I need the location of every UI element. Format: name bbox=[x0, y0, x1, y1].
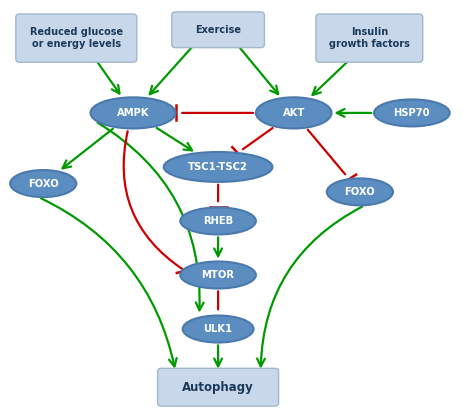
Ellipse shape bbox=[327, 178, 393, 206]
Text: FOXO: FOXO bbox=[345, 187, 375, 197]
Text: HSP70: HSP70 bbox=[393, 108, 430, 118]
Text: Reduced glucose
or energy levels: Reduced glucose or energy levels bbox=[30, 27, 123, 49]
FancyArrowPatch shape bbox=[257, 207, 362, 367]
FancyArrowPatch shape bbox=[214, 237, 222, 256]
Ellipse shape bbox=[180, 261, 256, 289]
Text: AMPK: AMPK bbox=[117, 108, 149, 118]
Text: AKT: AKT bbox=[283, 108, 305, 118]
FancyArrowPatch shape bbox=[63, 129, 113, 168]
Text: ULK1: ULK1 bbox=[203, 324, 233, 334]
FancyArrowPatch shape bbox=[41, 198, 177, 367]
Ellipse shape bbox=[182, 316, 254, 342]
FancyArrowPatch shape bbox=[337, 109, 371, 117]
FancyBboxPatch shape bbox=[16, 14, 137, 62]
Text: TSC1-TSC2: TSC1-TSC2 bbox=[188, 162, 248, 172]
Text: MTOR: MTOR bbox=[201, 270, 235, 280]
Ellipse shape bbox=[164, 152, 273, 182]
Ellipse shape bbox=[374, 99, 450, 126]
Text: RHEB: RHEB bbox=[203, 216, 233, 226]
Ellipse shape bbox=[180, 208, 256, 234]
Text: Autophagy: Autophagy bbox=[182, 381, 254, 394]
FancyArrowPatch shape bbox=[156, 128, 192, 151]
FancyArrowPatch shape bbox=[214, 345, 222, 367]
FancyArrowPatch shape bbox=[124, 131, 182, 269]
Ellipse shape bbox=[91, 97, 175, 128]
FancyBboxPatch shape bbox=[157, 368, 279, 406]
Text: Exercise: Exercise bbox=[195, 25, 241, 35]
FancyBboxPatch shape bbox=[316, 14, 423, 62]
Text: Insulin
growth factors: Insulin growth factors bbox=[329, 27, 410, 49]
FancyArrowPatch shape bbox=[150, 46, 192, 94]
Ellipse shape bbox=[256, 97, 331, 128]
FancyBboxPatch shape bbox=[172, 12, 264, 48]
Text: FOXO: FOXO bbox=[28, 178, 59, 188]
FancyArrowPatch shape bbox=[97, 61, 119, 93]
FancyArrowPatch shape bbox=[98, 123, 204, 310]
Ellipse shape bbox=[10, 170, 76, 197]
FancyArrowPatch shape bbox=[312, 61, 348, 95]
FancyArrowPatch shape bbox=[239, 46, 278, 94]
